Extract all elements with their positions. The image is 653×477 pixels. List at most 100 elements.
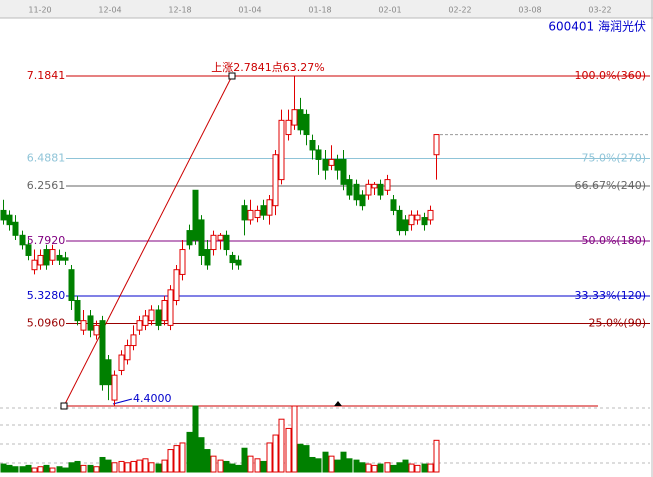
volume-bar <box>433 439 440 473</box>
volume-bar <box>148 462 155 473</box>
candle-body <box>43 249 50 266</box>
date-label: 01-04 <box>238 6 261 15</box>
volume-bar <box>155 463 162 473</box>
candle-body <box>124 345 131 361</box>
volume-bar <box>6 464 13 473</box>
candle-body <box>25 244 32 256</box>
candle-body <box>377 183 384 196</box>
level-price: 6.4881 <box>27 151 66 164</box>
volume-bar <box>278 418 285 473</box>
candle-body <box>334 158 341 171</box>
date-label: 03-08 <box>518 6 541 15</box>
volume-bar <box>223 460 230 473</box>
candle-body <box>346 179 353 196</box>
volume-bar <box>118 460 125 473</box>
volume-bar <box>396 462 403 473</box>
candle-body <box>315 149 322 160</box>
candle-body <box>266 199 273 216</box>
volume-bar <box>161 459 168 473</box>
candle-body <box>278 119 285 181</box>
candle-body <box>37 254 44 266</box>
volume-bar <box>427 463 434 473</box>
volume-bar <box>31 467 38 473</box>
volume-bar <box>124 462 131 473</box>
candle-body <box>105 359 112 386</box>
candle-body <box>56 254 63 261</box>
candle-body <box>179 249 186 275</box>
level-ratio: 25.0%(90) <box>588 317 646 330</box>
volume-bar <box>315 458 322 473</box>
volume-bar <box>74 460 81 473</box>
volume-bar <box>198 437 205 473</box>
volume-bar <box>272 434 279 473</box>
candle-body <box>217 234 224 241</box>
volume-bar <box>346 458 353 473</box>
level-price: 5.0960 <box>27 317 66 330</box>
marker <box>334 401 342 406</box>
volume-bar <box>247 455 254 473</box>
candle-body <box>297 109 304 131</box>
candle-body <box>0 209 7 221</box>
candle-body <box>408 214 415 226</box>
volume-bar <box>167 449 174 473</box>
volume-bar <box>377 463 384 473</box>
candle-body <box>433 134 440 156</box>
candle-body <box>396 209 403 232</box>
anchor <box>60 402 68 410</box>
candle-body <box>62 257 69 261</box>
candle-body <box>204 249 211 266</box>
volume-bar <box>12 466 19 473</box>
volume-bar <box>210 455 217 473</box>
candle-body <box>260 205 267 216</box>
candle-body <box>198 219 205 256</box>
candle-body <box>118 354 125 371</box>
volume-bar <box>93 466 100 473</box>
symbol: 600401 海润光伏 <box>548 19 646 34</box>
volume-bar <box>291 405 298 473</box>
candle-body <box>353 183 360 201</box>
candle-body <box>384 179 391 191</box>
candle-body <box>309 139 316 151</box>
volume-bar <box>384 462 391 473</box>
volume-bar <box>56 466 63 473</box>
level-price: 5.7920 <box>27 234 66 247</box>
volume-bar <box>365 463 372 473</box>
candle-body <box>340 158 347 185</box>
volume-bar <box>359 462 366 473</box>
candle-body <box>223 234 230 251</box>
candle-body <box>148 309 155 322</box>
candle-body <box>229 254 236 264</box>
volume-bar <box>186 431 193 473</box>
volume-bar <box>340 451 347 473</box>
volume-bar <box>408 463 415 473</box>
volume-bar <box>260 460 267 473</box>
volume-bar <box>303 445 310 473</box>
candle-body <box>303 113 310 136</box>
candle-body <box>291 109 298 126</box>
low-pointer <box>112 398 133 405</box>
candle-body <box>285 119 292 136</box>
volume-bar <box>87 464 94 473</box>
volume-bar <box>353 459 360 473</box>
anchor <box>228 72 236 80</box>
level-ratio: 100.0%(360) <box>574 69 646 82</box>
date-label: 12-18 <box>168 6 191 15</box>
level-ratio: 50.0%(180) <box>581 234 646 247</box>
candle-body <box>87 315 94 331</box>
candle-body <box>254 209 261 219</box>
volume-bar <box>25 464 32 473</box>
candle-body <box>167 289 174 326</box>
volume-bar <box>328 455 335 473</box>
candle-body <box>328 158 335 166</box>
volume-bar <box>217 459 224 473</box>
candle-body <box>427 209 434 221</box>
candle-body <box>186 230 193 246</box>
volume-bar <box>111 462 118 473</box>
level-price: 7.1841 <box>27 69 66 82</box>
candle-body <box>161 300 168 322</box>
date-label: 03-22 <box>588 6 611 15</box>
candle-body <box>173 269 180 302</box>
candle-body <box>142 315 149 326</box>
candle-body <box>99 320 106 386</box>
date-label: 01-18 <box>308 6 331 15</box>
